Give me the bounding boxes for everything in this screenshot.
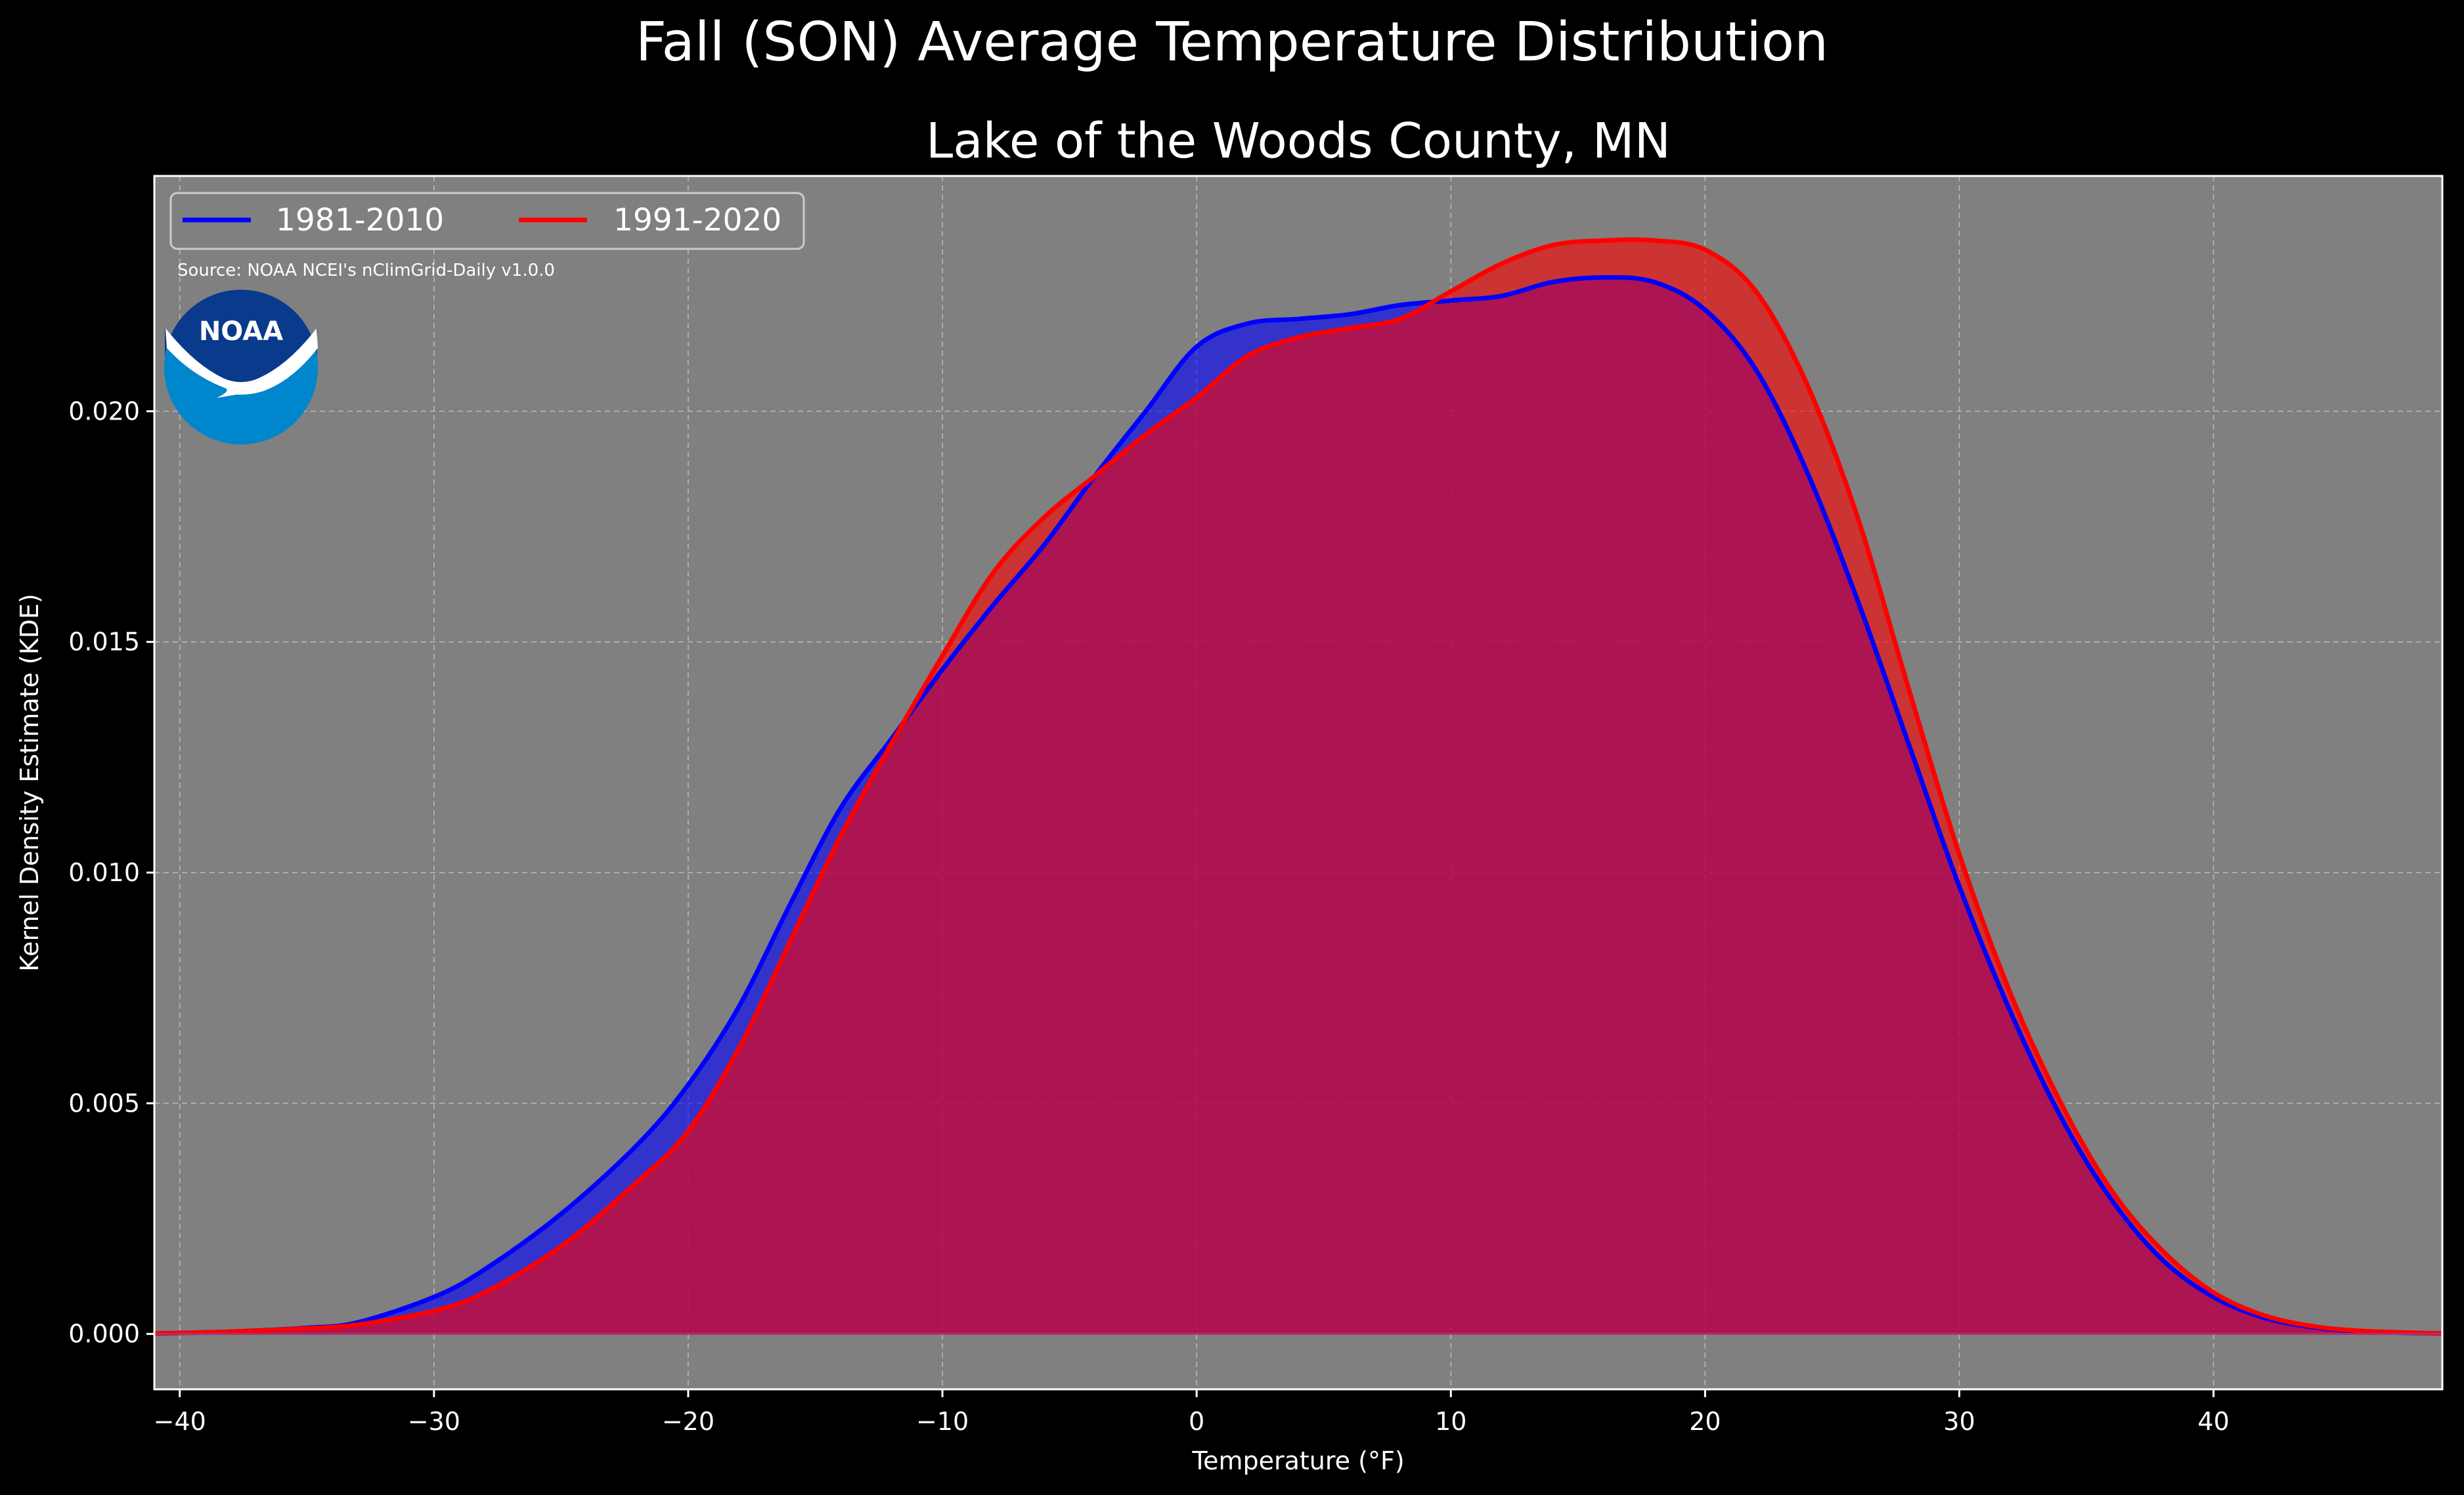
chart-title: Lake of the Woods County, MN [926,113,1671,169]
x-tick-label: 30 [1943,1407,1975,1436]
y-axis-label: Kernel Density Estimate (KDE) [15,594,44,972]
noaa-logo-gull [165,328,318,398]
source-note: Source: NOAA NCEI's nClimGrid-Daily v1.0… [177,261,555,280]
legend-label-1981-2010: 1981-2010 [276,202,444,238]
legend: 1981-2010 1991-2020 [169,192,805,250]
x-tick-label: 20 [1689,1407,1721,1436]
noaa-logo: NOAA [164,290,318,444]
noaa-logo-text: NOAA [199,316,283,347]
y-axis-ticks: 0.000 0.005 0.010 0.015 0.020 [68,397,154,1349]
y-tick-label: 0.020 [68,397,140,425]
noaa-logo-sky [165,290,317,382]
x-axis-label: Temperature (°F) [1191,1446,1404,1475]
line-1991-2020 [154,237,2443,1336]
x-axis-ticks: −40 −30 −20 −10 0 10 20 30 40 [154,1389,2230,1436]
x-tick-label: −40 [154,1407,206,1436]
x-tick-label: −20 [662,1407,715,1436]
suptitle: Fall (SON) Average Temperature Distribut… [636,11,1828,74]
x-tick-label: 10 [1435,1407,1466,1436]
legend-label-1991-2020: 1991-2020 [613,202,781,238]
series-lines [154,237,2443,1336]
line-1981-2010 [154,275,2443,1336]
x-tick-label: 40 [2197,1407,2229,1436]
y-tick-label: 0.010 [68,858,140,887]
y-tick-label: 0.015 [68,628,140,657]
legend-box [169,192,805,250]
y-tick-label: 0.005 [68,1089,140,1117]
y-tick-label: 0.000 [68,1320,140,1349]
plot-frame [153,175,2444,1391]
area-1991-2020 [154,240,2442,1334]
x-tick-label: −10 [916,1407,969,1436]
x-tick-label: 0 [1189,1407,1204,1436]
x-tick-label: −30 [408,1407,460,1436]
